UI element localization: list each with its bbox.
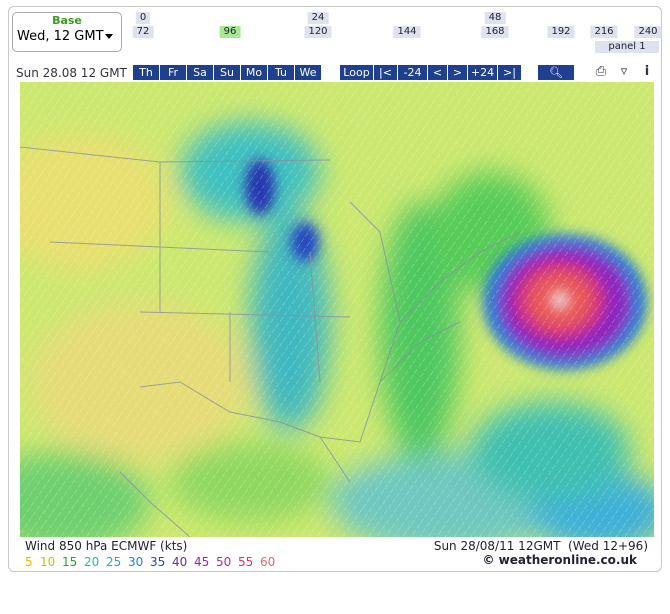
control-button[interactable]: > xyxy=(448,65,467,80)
map-title: Wind 850 hPa ECMWF (kts) xyxy=(25,539,188,553)
hour-button[interactable]: 120 xyxy=(304,26,332,38)
zoom-button[interactable]: 🔍︎ xyxy=(538,65,574,80)
hour-button[interactable]: 48 xyxy=(484,12,506,24)
control-button[interactable]: >| xyxy=(498,65,521,80)
weather-map xyxy=(20,82,654,537)
legend-value: 30 xyxy=(128,555,144,569)
control-button[interactable]: |< xyxy=(374,65,397,80)
legend-value: 40 xyxy=(172,555,188,569)
date-label: Sun 28.08 12 GMT xyxy=(16,66,127,80)
legend-value: 15 xyxy=(62,555,78,569)
day-button[interactable]: Mo xyxy=(241,65,267,80)
frame xyxy=(8,6,662,572)
hour-button[interactable]: 24 xyxy=(307,12,329,24)
day-button[interactable]: Sa xyxy=(187,65,213,80)
run-select[interactable]: Wed, 12 GMT xyxy=(17,29,104,44)
control-button[interactable]: +24 xyxy=(468,65,497,80)
hour-button[interactable]: 192 xyxy=(547,26,575,38)
day-button[interactable]: Su xyxy=(214,65,240,80)
info-icon[interactable]: i xyxy=(644,64,650,79)
hour-button[interactable]: 240 xyxy=(634,26,662,38)
legend-value: 55 xyxy=(238,555,254,569)
select-arrow xyxy=(105,34,113,39)
panel-button[interactable]: panel 1 xyxy=(595,41,659,53)
day-button[interactable]: We xyxy=(295,65,321,80)
print-icon[interactable]: ⎙ xyxy=(595,64,607,79)
hour-button[interactable]: 96 xyxy=(219,26,241,38)
legend-value: 50 xyxy=(216,555,232,569)
run-label: Sun 28/08/11 12GMT (Wed 12+96) xyxy=(433,539,648,553)
bookmark-icon[interactable]: ▿ xyxy=(620,64,628,79)
control-button[interactable]: < xyxy=(428,65,447,80)
copyright: © weatheronline.co.uk xyxy=(482,553,637,567)
legend-value: 20 xyxy=(84,555,100,569)
legend-value: 35 xyxy=(150,555,166,569)
legend-value: 10 xyxy=(40,555,56,569)
day-button[interactable]: Fr xyxy=(160,65,186,80)
control-button[interactable]: Loop xyxy=(340,65,373,80)
day-button[interactable]: Th xyxy=(133,65,159,80)
hour-button[interactable]: 216 xyxy=(590,26,618,38)
legend-value: 5 xyxy=(25,555,33,569)
control-button[interactable]: -24 xyxy=(398,65,427,80)
base-label: Base xyxy=(52,14,82,27)
hour-button[interactable]: 144 xyxy=(393,26,421,38)
hour-button[interactable]: 72 xyxy=(132,26,154,38)
legend-value: 45 xyxy=(194,555,210,569)
hour-button[interactable]: 168 xyxy=(481,26,509,38)
hour-button[interactable]: 0 xyxy=(135,12,151,24)
day-button[interactable]: Tu xyxy=(268,65,294,80)
base-box: Base Wed, 12 GMT xyxy=(12,12,122,52)
legend-value: 25 xyxy=(106,555,122,569)
legend-value: 60 xyxy=(260,555,276,569)
